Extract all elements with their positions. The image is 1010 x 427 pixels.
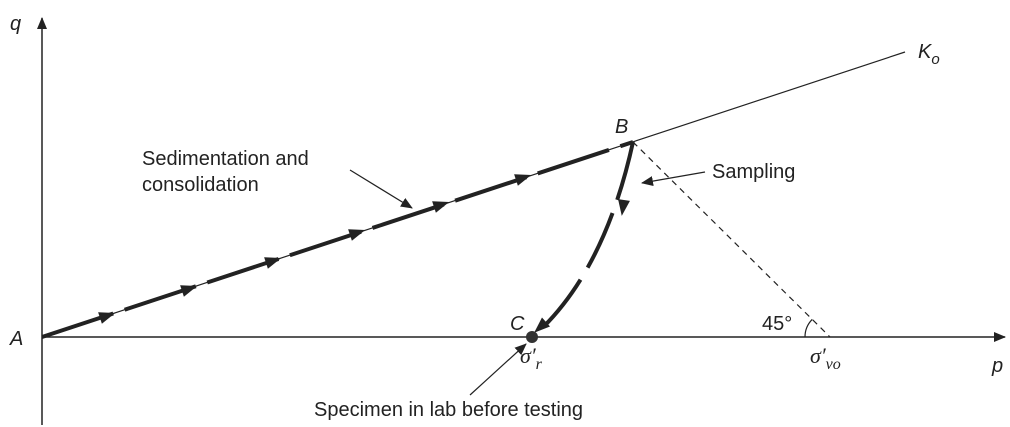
label-main: σ′ <box>810 343 827 368</box>
stress-path-ab <box>41 140 634 339</box>
stress-path-bc <box>535 141 635 335</box>
angle-label: 45° <box>762 313 792 335</box>
path-arrows <box>98 174 532 324</box>
sigma-label: σ′vo <box>810 343 841 373</box>
axis-label: p <box>991 355 1003 377</box>
pointer <box>349 169 413 209</box>
line-label: Ko <box>918 41 940 68</box>
annotation: consolidation <box>142 174 259 196</box>
pointer <box>469 343 527 396</box>
pointer <box>641 171 706 187</box>
label-sub: r <box>536 356 543 373</box>
label-sub: o <box>931 51 939 68</box>
annotation: Sampling <box>712 161 795 183</box>
annotation: Specimen in lab before testing <box>314 399 583 421</box>
annotation: Sedimentation and <box>142 148 309 170</box>
label-main: K <box>918 41 933 63</box>
axis-label: q <box>10 13 21 35</box>
label-sub: vo <box>826 356 841 373</box>
point-label: A <box>9 328 23 350</box>
angle-arc <box>804 318 813 338</box>
point-c <box>526 331 538 343</box>
point-label: C <box>510 313 525 335</box>
label-main: σ′ <box>520 343 537 368</box>
curve-arrows <box>534 199 630 333</box>
sigma-label: σ′r <box>520 343 543 373</box>
point-label: B <box>615 116 628 138</box>
dashed-line <box>632 141 831 338</box>
